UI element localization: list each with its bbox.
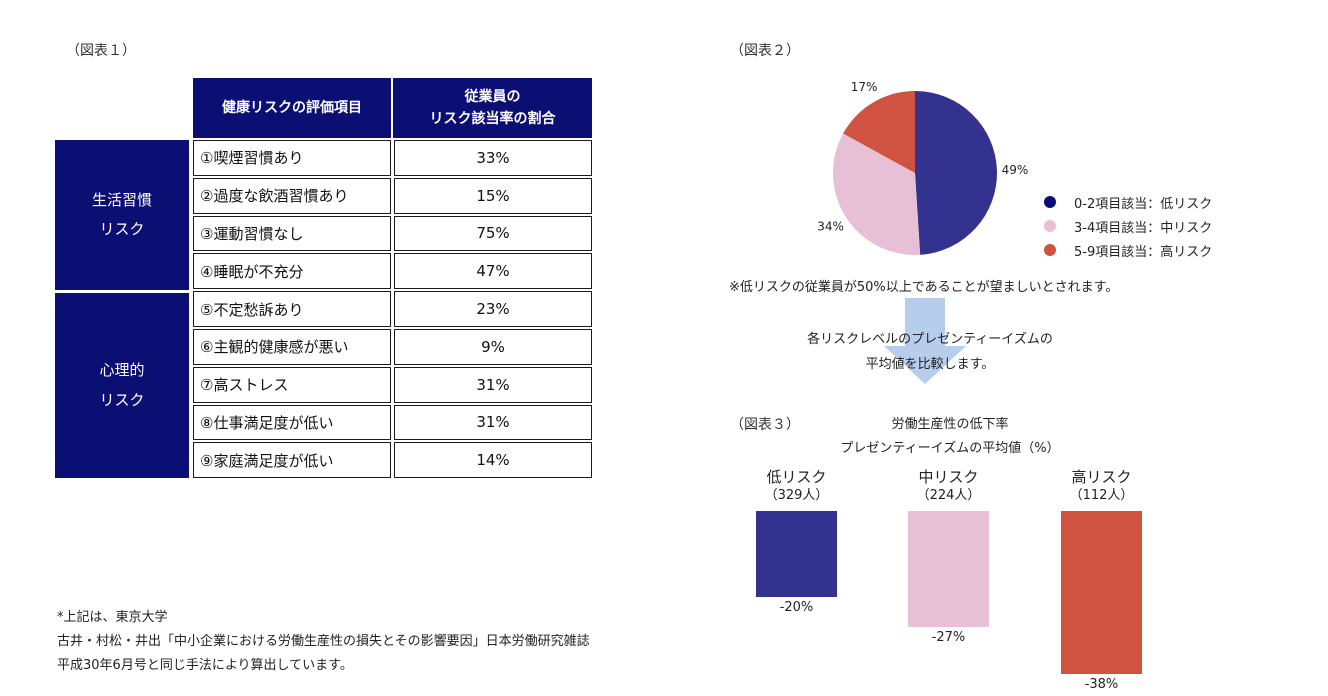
flow-text-line1: 各リスクレベルのプレゼンティーイズムの <box>807 332 1053 347</box>
bar-category-label: 高リスク （112人） <box>1042 468 1162 504</box>
footnote-line2: 古井・村松・井出「中小企業における労働生産性の損失とその影響要因」日本労働研究雑… <box>57 634 590 650</box>
legend-label: 3-4項目該当：中リスク <box>1074 220 1213 236</box>
pie-slice <box>843 91 915 173</box>
category-lifestyle-line1: 生活習慣 <box>91 190 152 209</box>
bar-category-label: 低リスク （329人） <box>737 468 857 504</box>
pie-slice <box>915 91 997 255</box>
bar <box>908 511 989 628</box>
bar-value-label: -38% <box>1084 677 1119 693</box>
legend-item: 5-9項目該当：高リスク <box>1044 238 1212 262</box>
fig3-title: 労働生産性の低下率 プレゼンティーイズムの平均値（%） <box>800 413 1100 461</box>
flow-text-line2: 平均値を比較します。 <box>865 356 995 372</box>
bar-category-name: 高リスク <box>1071 468 1132 486</box>
bar-value-label: -20% <box>779 600 814 615</box>
fig3-title-line2: プレゼンティーイズムの平均値（%） <box>840 441 1060 457</box>
legend-swatch-icon <box>1044 244 1056 256</box>
header-pct: 従業員の リスク該当率の割合 <box>393 78 592 138</box>
category-lifestyle-line2: リスク <box>99 220 145 238</box>
footnote: *上記は、東京大学 古井・村松・井出「中小企業における労働生産性の損失とその影響… <box>57 606 590 678</box>
down-arrow-icon <box>884 298 966 384</box>
bar-category-count: （224人） <box>916 487 981 503</box>
table-row-pct: 14% <box>394 442 592 479</box>
pie-label: 34% <box>817 220 844 234</box>
flow-text: 各リスクレベルのプレゼンティーイズムの 平均値を比較します。 <box>760 328 1100 377</box>
table-row-item: ③運動習慣なし <box>193 215 391 252</box>
fig2-note: ※低リスクの従業員が50%以上であることが望ましいとされます。 <box>729 280 1119 295</box>
category-psychological: 心理的 リスク <box>55 293 189 478</box>
bar-value-label: -27% <box>931 630 966 646</box>
bar-category-name: 低リスク <box>766 468 827 486</box>
table-row-pct: 47% <box>394 253 592 290</box>
footnote-line1: *上記は、東京大学 <box>57 610 168 625</box>
bar-category-name: 中リスク <box>918 468 979 486</box>
header-pct-line1: 従業員の <box>464 88 521 105</box>
bar-category-count: （112人） <box>1069 487 1134 503</box>
fig1-caption: （図表１） <box>66 43 136 59</box>
table-row-pct: 75% <box>394 215 592 252</box>
bar <box>1061 511 1142 675</box>
pie-label: 17% <box>851 80 878 94</box>
table-row-pct: 33% <box>394 140 592 176</box>
fig2-caption: （図表２） <box>730 43 800 59</box>
legend-label: 0-2項目該当：低リスク <box>1074 196 1213 212</box>
table-row-item: ⑥主観的健康感が悪い <box>193 329 391 365</box>
legend-swatch-icon <box>1044 196 1056 208</box>
legend-swatch-icon <box>1044 220 1056 232</box>
bar <box>756 511 837 597</box>
fig3-title-line1: 労働生産性の低下率 <box>891 417 1009 432</box>
table-row-item: ④睡眠が不充分 <box>193 253 391 290</box>
legend-item: 3-4項目該当：中リスク <box>1044 214 1212 238</box>
bar-category-count: （329人） <box>764 487 829 503</box>
table-row-item: ⑦高ストレス <box>193 366 391 403</box>
table-row-pct: 23% <box>394 291 592 327</box>
table-row-item: ②過度な飲酒習慣あり <box>193 177 391 214</box>
table-row-item: ①喫煙習慣あり <box>193 140 391 176</box>
table-row-item: ⑤不定愁訴あり <box>193 291 391 327</box>
fig3-caption: （図表３） <box>730 417 800 433</box>
table-row-item: ⑨家庭満足度が低い <box>193 442 391 479</box>
table-row-pct: 31% <box>394 404 592 441</box>
category-psychological-line2: リスク <box>99 390 145 409</box>
table-row-pct: 9% <box>394 329 592 365</box>
legend-item: 0-2項目該当：低リスク <box>1044 190 1212 214</box>
pie-chart: 49% 34% 17% <box>817 80 1029 255</box>
pie-slice <box>833 133 921 255</box>
footnote-line3: 平成30年6月号と同じ手法により算出しています。 <box>57 658 353 674</box>
table-row-item: ⑧仕事満足度が低い <box>193 404 391 441</box>
table-row-pct: 15% <box>394 177 592 214</box>
pie-label: 49% <box>1002 163 1029 177</box>
header-item: 健康リスクの評価項目 <box>193 78 391 138</box>
category-psychological-line1: 心理的 <box>99 361 145 380</box>
pie-legend: 0-2項目該当：低リスク 3-4項目該当：中リスク 5-9項目該当：高リスク <box>1044 190 1212 262</box>
category-lifestyle: 生活習慣 リスク <box>55 140 189 290</box>
bar-category-label: 中リスク （224人） <box>889 468 1009 504</box>
table-row-pct: 31% <box>394 366 592 403</box>
legend-label: 5-9項目該当：高リスク <box>1074 244 1213 260</box>
header-pct-line2: リスク該当率の割合 <box>429 111 556 127</box>
